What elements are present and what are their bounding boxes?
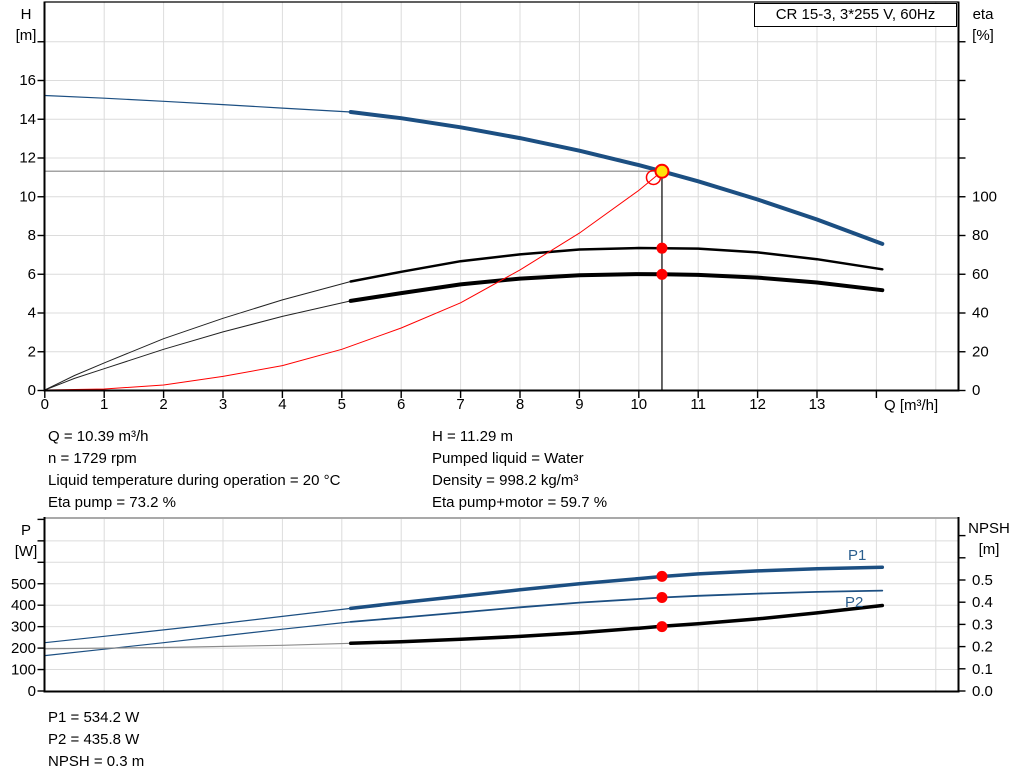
p-tick-label: 100 (11, 662, 36, 679)
eta-pump-motor-value: Eta pump+motor = 59.7 % (432, 494, 608, 511)
pumped-liquid-value: Pumped liquid = Water (432, 450, 584, 467)
p-tick-label: 500 (11, 576, 36, 593)
npsh-curve (348, 603, 885, 646)
h-tick-label: 0 (28, 382, 36, 399)
p-tick-label: 0 (28, 683, 36, 700)
q-axis-title: Q [m³/h] (884, 397, 939, 414)
npsh-axis-title-symbol: NPSH (968, 520, 1010, 537)
p1-curve-label: P1 (848, 547, 867, 564)
duty-point-marker[interactable] (654, 163, 670, 179)
npsh-tick-label: 0.5 (972, 572, 993, 589)
eta-axis-title-symbol: eta (972, 6, 994, 23)
npsh-tick-label: 0.3 (972, 616, 993, 633)
h-tick-label: 4 (28, 305, 36, 322)
eta-axis-title: eta [%] (962, 4, 1004, 46)
power-info: P1 = 534.2 W P2 = 435.8 W NPSH = 0.3 m (48, 707, 144, 773)
npsh-tick-label: 0.0 (972, 683, 993, 700)
eta-tick-label: 20 (972, 343, 989, 360)
liquid-temperature-value: Liquid temperature during operation = 20… (48, 472, 341, 489)
eta-pump-motor (348, 272, 885, 303)
eta-pump-thin (44, 281, 352, 391)
eta-axis-title-unit: [%] (972, 27, 994, 44)
h-tick-label: 2 (28, 343, 36, 360)
eta-tick-label: 100 (972, 188, 997, 205)
p-tick-label: 200 (11, 640, 36, 657)
q-tick-label: 2 (159, 396, 167, 413)
h-tick-label: 10 (19, 188, 36, 205)
flow-value: Q = 10.39 m³/h (48, 428, 149, 445)
duty-info-right: H = 11.29 m Pumped liquid = Water Densit… (432, 426, 607, 514)
p-axis-title: P [W] (8, 520, 44, 562)
duty-info-left: Q = 10.39 m³/h n = 1729 rpm Liquid tempe… (48, 426, 340, 514)
eta-pump (349, 246, 884, 283)
head-value: H = 11.29 m (432, 428, 514, 445)
pump-curve-preview (44, 94, 352, 113)
q-tick-label: 7 (456, 396, 464, 413)
q-tick-label: 12 (749, 396, 766, 413)
eta-pump-duty-dot (656, 242, 668, 254)
q-tick-label: 10 (630, 396, 647, 413)
p1-curve-preview (44, 607, 352, 644)
p2-curve (349, 589, 884, 623)
q-tick-label: 8 (516, 396, 524, 413)
h-axis-title-unit: [m] (15, 27, 37, 44)
q-tick-label: 13 (809, 396, 826, 413)
q-tick-label: 11 (690, 396, 706, 413)
speed-value: n = 1729 rpm (48, 450, 137, 467)
system-curve (44, 170, 663, 391)
eta-tick-label: 80 (972, 227, 989, 244)
eta-tick-label: 0 (972, 382, 980, 399)
eta-pump-value: Eta pump = 73.2 % (48, 494, 176, 511)
p1-duty-dot (656, 570, 668, 582)
q-tick-label: 3 (219, 396, 227, 413)
h-tick-label: 6 (28, 266, 36, 283)
q-tick-label: 0 (41, 396, 49, 413)
p-tick-label: 400 (11, 597, 36, 614)
pump-curve (348, 110, 885, 246)
npsh-tick-label: 0.2 (972, 639, 993, 656)
p2-curve-label: P2 (845, 594, 864, 611)
p2-value: P2 = 435.8 W (48, 731, 140, 748)
h-tick-label: 12 (19, 150, 36, 167)
npsh-tick-label: 0.1 (972, 661, 993, 678)
q-tick-label: 5 (338, 396, 346, 413)
npsh-curve-preview (44, 642, 352, 650)
npsh-tick-label: 0.4 (972, 594, 993, 611)
q-tick-label: 9 (575, 396, 583, 413)
p-axis-title-symbol: P (20, 522, 31, 539)
eta-pump-motor-thin (44, 300, 352, 391)
h-tick-label: 8 (28, 227, 36, 244)
pump-model-box: CR 15-3, 3*255 V, 60Hz (754, 3, 957, 27)
eta-tick-label: 40 (972, 305, 989, 322)
h-axis-title: H [m] (8, 4, 44, 46)
h-axis-title-symbol: H (20, 6, 32, 23)
npsh-axis-title: NPSH [m] (962, 518, 1016, 560)
p1-curve (348, 565, 885, 611)
q-tick-label: 1 (100, 396, 108, 413)
eta-tick-label: 60 (972, 266, 989, 283)
npsh-axis-title-unit: [m] (978, 541, 1000, 558)
density-value: Density = 998.2 kg/m³ (432, 472, 579, 489)
q-tick-label: 4 (278, 396, 286, 413)
npsh-value: NPSH = 0.3 m (48, 753, 145, 770)
p-tick-label: 300 (11, 619, 36, 636)
h-tick-label: 16 (19, 72, 36, 89)
p2-curve-preview (44, 621, 352, 657)
p2-duty-dot (656, 592, 668, 604)
eta-pump-motor-duty-dot (656, 268, 668, 280)
p1-value: P1 = 534.2 W (48, 709, 140, 726)
q-tick-label: 6 (397, 396, 405, 413)
npsh-duty-dot (656, 621, 668, 633)
p-axis-title-unit: [W] (14, 543, 38, 560)
h-tick-label: 14 (19, 111, 36, 128)
